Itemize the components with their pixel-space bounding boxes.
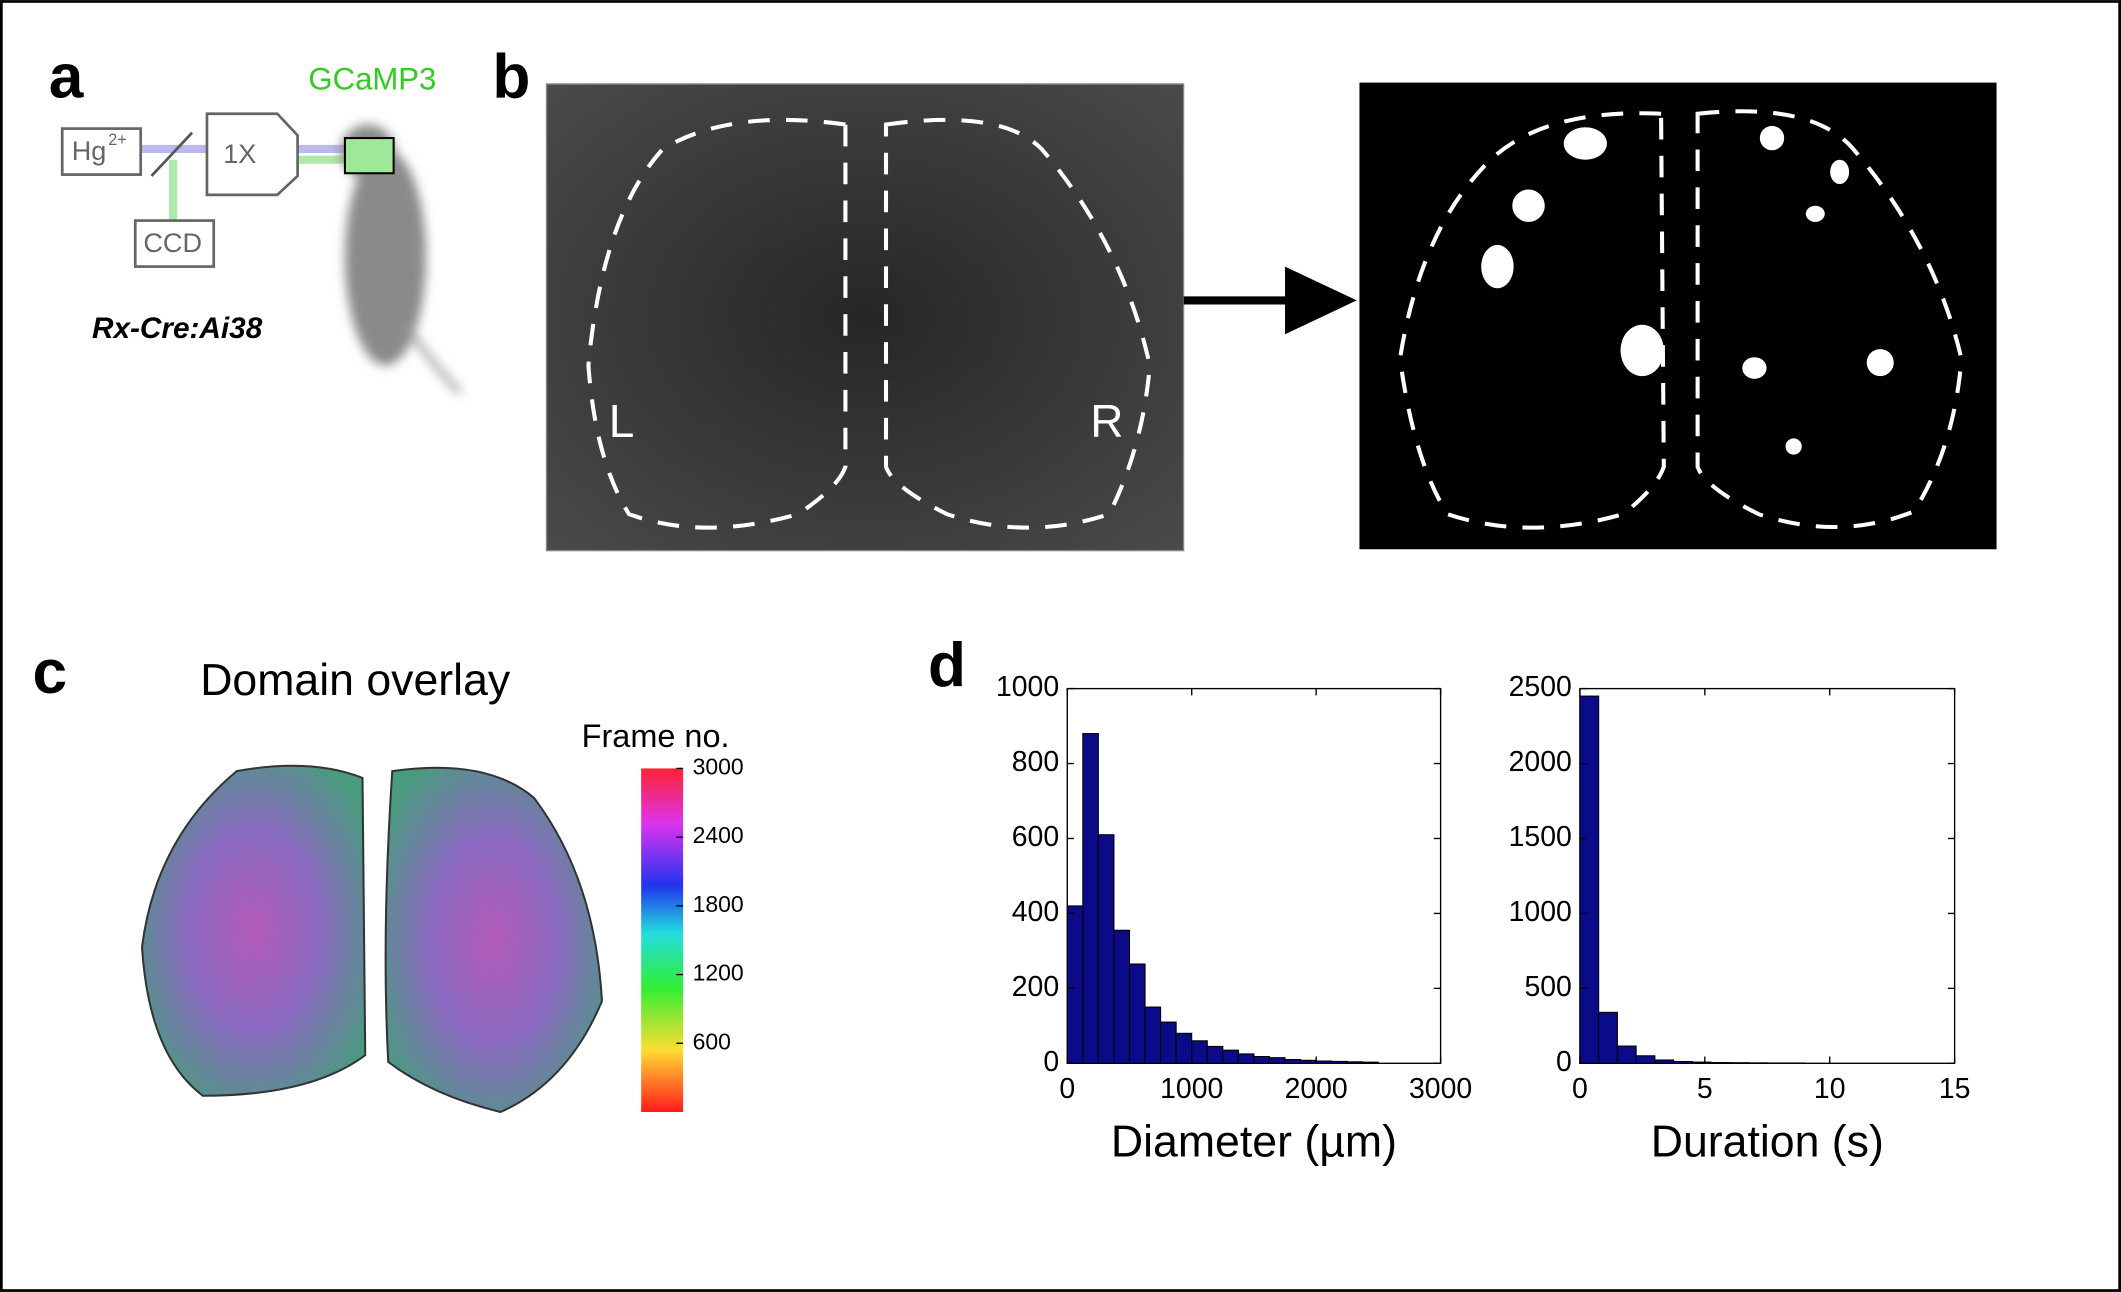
- bar: [1346, 1061, 1364, 1064]
- panel-label: c: [32, 638, 67, 707]
- indicator-label: GCaMP3: [308, 61, 436, 96]
- panel-b: b L R: [492, 43, 1997, 552]
- bar: [1654, 1059, 1675, 1064]
- bar: [1268, 1057, 1286, 1064]
- arrow-head: [1285, 266, 1357, 335]
- mirror: [150, 131, 194, 177]
- binary-image: [1359, 82, 1997, 550]
- bar: [1222, 1049, 1239, 1064]
- bar: [1300, 1059, 1317, 1064]
- bar: [1144, 1006, 1162, 1064]
- bar: [1315, 1060, 1333, 1064]
- domains: [1481, 125, 1894, 455]
- x-tick-label: 0: [1059, 1073, 1075, 1105]
- hemisphere-label: R: [1090, 395, 1123, 447]
- y-tick-label: 500: [1524, 971, 1571, 1003]
- x-tick-label: 1000: [1160, 1073, 1223, 1105]
- camera-box: [133, 219, 216, 268]
- bar: [1710, 1062, 1731, 1064]
- bar: [1729, 1062, 1750, 1064]
- x-axis-label: Duration (s): [1651, 1117, 1884, 1166]
- lamp-box: [60, 127, 143, 176]
- bar: [1579, 695, 1600, 1064]
- y-tick-label: 600: [1012, 821, 1059, 853]
- colorbar-tick-label: 600: [693, 1028, 731, 1054]
- y-tick-label: 0: [1043, 1046, 1059, 1078]
- bar: [1284, 1059, 1302, 1064]
- panel-a: a Hg 2+ 1X CCD GCaMP3 Rx-Cre:Ai38: [49, 43, 462, 395]
- bar: [1635, 1055, 1656, 1064]
- lamp-charge: 2+: [108, 131, 127, 149]
- brain-overlay: [384, 766, 603, 1114]
- panel-d: d: [928, 631, 966, 700]
- y-tick-label: 200: [1012, 971, 1059, 1003]
- colorbar-tick-label: 1800: [693, 891, 744, 917]
- panel-label: a: [49, 43, 84, 112]
- y-tick-label: 800: [1012, 746, 1059, 778]
- bar: [1206, 1045, 1224, 1064]
- bar: [1066, 905, 1084, 1064]
- y-tick-label: 400: [1012, 896, 1059, 928]
- colorbar-tick-label: 2400: [693, 822, 744, 848]
- bar: [1253, 1056, 1271, 1064]
- x-tick-label: 2000: [1285, 1073, 1348, 1105]
- y-tick-label: 2000: [1509, 746, 1572, 778]
- bar: [1097, 834, 1115, 1064]
- lamp-label: Hg: [72, 136, 107, 166]
- bar: [1616, 1045, 1637, 1064]
- colorbar-label: Frame no.: [582, 718, 730, 754]
- x-tick-label: 15: [1939, 1073, 1971, 1105]
- bar: [1237, 1053, 1255, 1064]
- bar: [1160, 1021, 1177, 1064]
- objective-label: 1X: [223, 139, 256, 169]
- x-tick-label: 3000: [1409, 1073, 1472, 1105]
- panel-label: d: [928, 631, 966, 700]
- objective-box: [205, 112, 299, 197]
- y-tick-label: 1500: [1509, 821, 1572, 853]
- plot-frame: [1579, 687, 1956, 1064]
- y-tick-label: 1000: [1509, 896, 1572, 928]
- colorbar-tick-label: 3000: [693, 753, 744, 779]
- window: [343, 137, 395, 175]
- bar: [1673, 1060, 1693, 1064]
- hemisphere-outline: [1397, 109, 1964, 530]
- x-tick-label: 5: [1697, 1073, 1713, 1105]
- panel-c: c Domain overlay Frame no.: [32, 638, 730, 1114]
- camera-label: CCD: [143, 228, 202, 258]
- x-tick-label: 0: [1572, 1073, 1588, 1105]
- y-tick-label: 0: [1556, 1046, 1572, 1078]
- bar: [1175, 1032, 1193, 1064]
- y-tick-label: 1000: [996, 671, 1059, 703]
- bar: [1598, 1011, 1618, 1064]
- bar: [1362, 1061, 1379, 1064]
- raw-image: [545, 83, 1185, 552]
- x-axis-label: Diameter (µm): [1111, 1117, 1397, 1166]
- bar: [1691, 1061, 1712, 1064]
- colorbar: [641, 768, 684, 1112]
- x-tick-label: 10: [1814, 1073, 1846, 1105]
- panel-title: Domain overlay: [200, 656, 511, 705]
- bar: [1113, 929, 1131, 1064]
- brain-overlay: [141, 764, 367, 1097]
- hemisphere-outline: [586, 117, 1152, 530]
- bar: [1128, 963, 1146, 1064]
- hemisphere-label: L: [609, 395, 635, 447]
- bar: [1331, 1060, 1348, 1064]
- bar: [1191, 1040, 1208, 1064]
- mouse-line: Rx-Cre:Ai38: [92, 312, 263, 345]
- bar: [1082, 733, 1099, 1064]
- panel-label: b: [492, 43, 530, 112]
- colorbar-tick-label: 1200: [693, 960, 744, 986]
- y-tick-label: 2500: [1509, 671, 1572, 703]
